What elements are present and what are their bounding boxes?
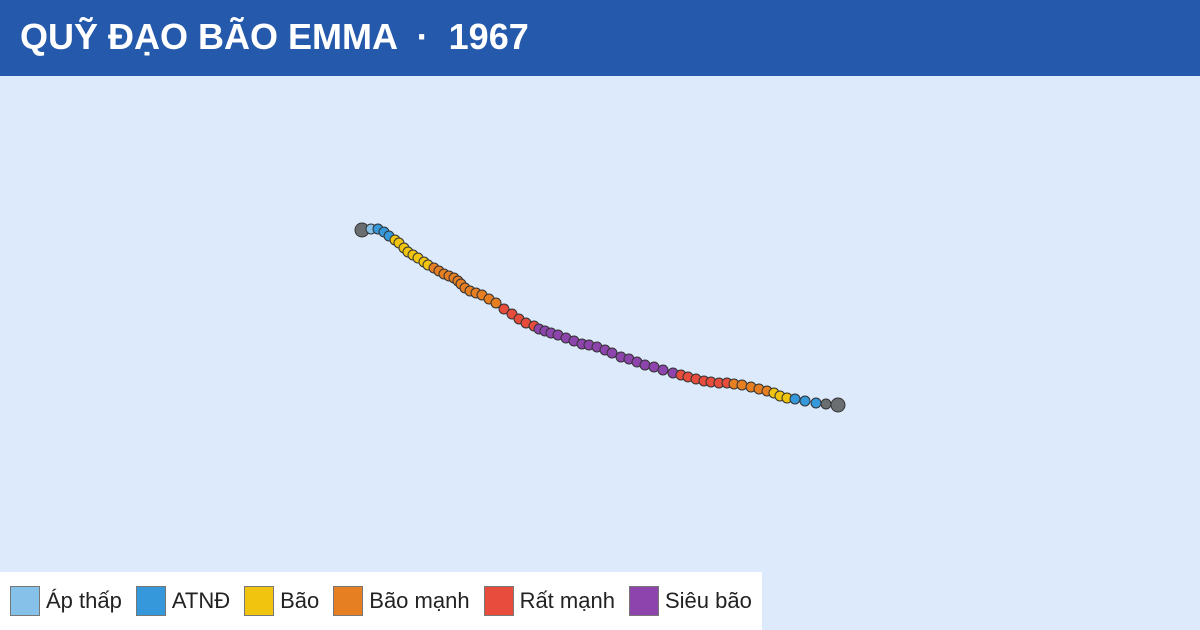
legend-swatch — [483, 586, 514, 616]
legend-label: Rất mạnh — [519, 588, 615, 613]
legend-swatch — [333, 586, 364, 616]
track-point — [657, 364, 669, 376]
title: QUỸ ĐẠO BÃO EMMA · 1967 — [20, 16, 529, 57]
legend-swatch — [135, 586, 166, 616]
track-point — [789, 393, 801, 405]
legend-label: Bão mạnh — [369, 588, 470, 613]
legend-label: Siêu bão — [664, 588, 752, 613]
legend-item: Rất mạnh — [483, 586, 615, 616]
track-point — [498, 303, 510, 315]
track-point — [736, 379, 748, 391]
legend-item: ATNĐ — [135, 586, 231, 616]
legend-label: ATNĐ — [171, 588, 231, 613]
track-point — [799, 395, 811, 407]
track-point — [648, 361, 660, 373]
legend-label: Áp thấp — [46, 588, 122, 613]
legend-item: Áp thấp — [10, 586, 122, 616]
legend-item: Bão mạnh — [333, 586, 470, 616]
legend-swatch — [244, 586, 275, 616]
legend-label: Bão — [280, 588, 320, 613]
track-point — [490, 297, 502, 309]
track-point — [606, 347, 618, 359]
track-point — [810, 397, 822, 409]
track-point — [639, 359, 651, 371]
map — [354, 222, 846, 413]
legend-item: Bão — [244, 586, 319, 616]
track-point — [830, 397, 846, 413]
legend-swatch — [628, 586, 659, 616]
legend-swatch — [10, 586, 40, 616]
legend: Áp thấp ATNĐ Bão Bão mạnh Rất mạnh Siêu bão — [0, 572, 762, 630]
legend-item: Siêu bão — [628, 586, 752, 616]
track-point — [820, 398, 832, 410]
header: QUỸ ĐẠO BÃO EMMA · 1967 — [0, 0, 1200, 76]
